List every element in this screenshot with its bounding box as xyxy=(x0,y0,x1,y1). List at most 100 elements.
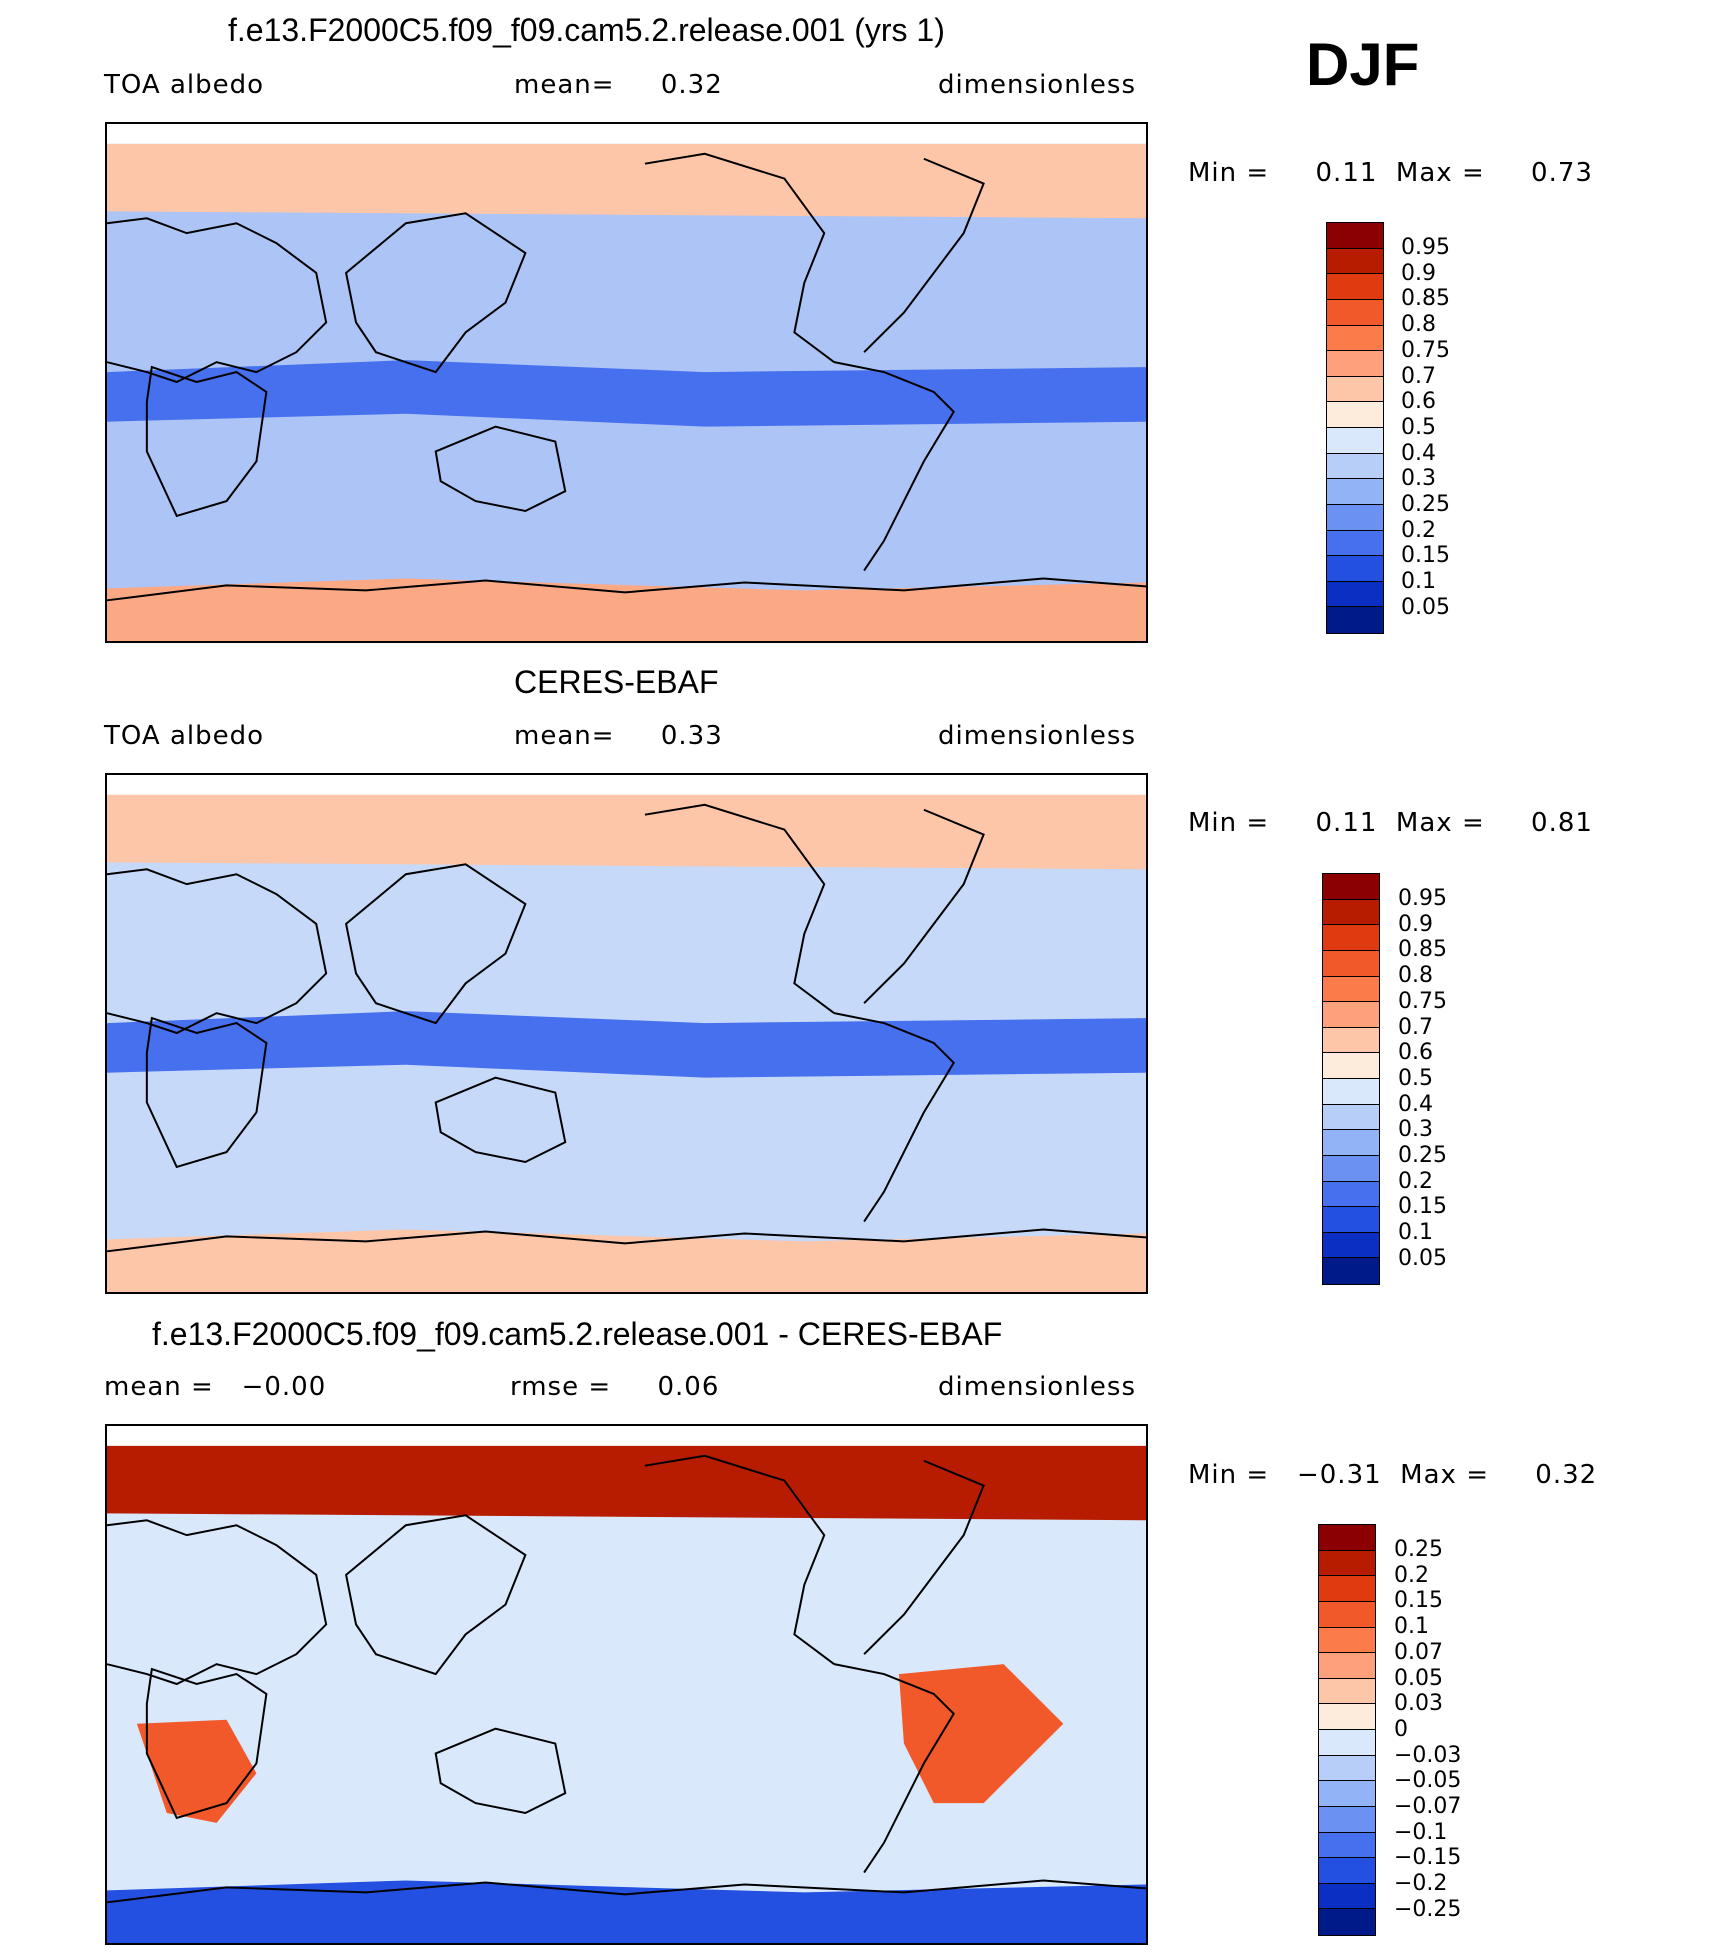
colorbar-swatch xyxy=(1323,1002,1379,1028)
colorbar-tick-label: 0.5 xyxy=(1401,414,1436,440)
colorbar-tick-label: 0.8 xyxy=(1401,312,1436,338)
colorbar-tick-label: 0.85 xyxy=(1401,286,1450,312)
colorbar-swatch xyxy=(1319,1704,1375,1730)
colorbar-swatch xyxy=(1319,1781,1375,1807)
colorbar-tick-label: 0.2 xyxy=(1398,1168,1433,1194)
colorbar-swatch xyxy=(1319,1678,1375,1705)
colorbar-swatch xyxy=(1327,556,1383,582)
colorbar-swatch xyxy=(1327,223,1383,249)
colorbar-swatch xyxy=(1323,1232,1379,1259)
mean-label: mean= 0.32 xyxy=(514,70,723,100)
colorbar-tick-label: 0.25 xyxy=(1394,1537,1443,1562)
colorbar-swatch xyxy=(1323,1258,1379,1284)
colorbar-swatch xyxy=(1319,1730,1375,1756)
colorbar-tick-label: −0.15 xyxy=(1394,1845,1462,1871)
colorbar-swatch xyxy=(1327,248,1383,275)
colorbar-tick-label: 0.4 xyxy=(1398,1091,1433,1117)
colorbar-tick-label: 0.7 xyxy=(1401,363,1436,389)
colorbar-swatch xyxy=(1327,325,1383,352)
colorbar-swatch xyxy=(1319,1550,1375,1577)
coastline xyxy=(434,425,567,513)
polar-mask xyxy=(107,1426,1146,1446)
min-max-label: Min = −0.31 Max = 0.32 xyxy=(1188,1460,1598,1490)
colorbar-swatch xyxy=(1319,1883,1375,1910)
coastline xyxy=(107,217,328,384)
panel-title: CERES-EBAF xyxy=(514,664,719,700)
colorbar-tick-label: −0.05 xyxy=(1394,1768,1462,1794)
colorbar-tick-label: 0.75 xyxy=(1398,988,1447,1014)
min-max-label: Min = 0.11 Max = 0.73 xyxy=(1188,158,1593,188)
coastline xyxy=(145,1016,268,1169)
colorbar-tick-label: 0.25 xyxy=(1401,492,1450,518)
coastline xyxy=(863,157,985,353)
colorbar-swatch xyxy=(1327,453,1383,480)
map-panel xyxy=(105,773,1148,1294)
colorbar-tick-label: 0.05 xyxy=(1401,594,1450,620)
colorbar-tick-label: 0.1 xyxy=(1398,1220,1433,1246)
colorbar-tick-label: −0.25 xyxy=(1394,1896,1462,1922)
colorbar-tick-label: 0.25 xyxy=(1398,1143,1447,1169)
colorbar-swatch xyxy=(1327,479,1383,505)
map-region-tropical-band xyxy=(107,360,1146,427)
coastline xyxy=(107,1879,1146,1904)
colorbar xyxy=(1318,1524,1376,1936)
coastline xyxy=(434,1076,567,1164)
units-label: dimensionless xyxy=(938,1372,1136,1402)
colorbar-tick-label: −0.1 xyxy=(1394,1819,1448,1845)
colorbar-tick-label: 0.9 xyxy=(1398,911,1433,937)
colorbar-swatch xyxy=(1327,428,1383,454)
map-region-antarctic-band xyxy=(107,578,1146,641)
colorbar-swatch xyxy=(1323,976,1379,1003)
colorbar-swatch xyxy=(1323,1155,1379,1182)
colorbar-tick-label: 0.07 xyxy=(1394,1639,1443,1665)
colorbar-swatch xyxy=(1323,874,1379,900)
coastline xyxy=(644,152,835,363)
colorbar-tick-label: 0 xyxy=(1394,1716,1408,1742)
rmse-label: rmse = 0.06 xyxy=(510,1372,720,1402)
coastline xyxy=(834,1012,955,1223)
colorbar-swatch xyxy=(1319,1653,1375,1679)
colorbar-swatch xyxy=(1323,1027,1379,1054)
colorbar-tick-label: 0.1 xyxy=(1401,569,1436,595)
units-label: dimensionless xyxy=(938,70,1136,100)
coastline xyxy=(107,868,328,1035)
coastline xyxy=(145,1667,268,1820)
colorbar-swatch xyxy=(1327,274,1383,300)
colorbar-tick-label: 0.6 xyxy=(1398,1040,1433,1066)
map-svg xyxy=(107,124,1146,641)
colorbar-tick-label: 0.6 xyxy=(1401,389,1436,415)
colorbar xyxy=(1322,873,1380,1285)
coastline xyxy=(344,863,527,1025)
coastline xyxy=(834,1663,955,1874)
mean-label: mean= 0.33 xyxy=(514,721,723,751)
colorbar-swatch xyxy=(1327,351,1383,377)
map-svg xyxy=(107,775,1146,1292)
colorbar-tick-label: −0.2 xyxy=(1394,1871,1448,1897)
coastline xyxy=(145,365,268,518)
map-region-antarctic-band xyxy=(107,1229,1146,1292)
colorbar-tick-label: 0.3 xyxy=(1398,1117,1433,1143)
colorbar-swatch xyxy=(1323,1079,1379,1105)
variable-label: TOA albedo xyxy=(104,70,265,100)
colorbar-swatch xyxy=(1319,1858,1375,1884)
colorbar-swatch xyxy=(1319,1525,1375,1551)
colorbar-swatch xyxy=(1319,1832,1375,1859)
coastline xyxy=(107,577,1146,602)
min-max-label: Min = 0.11 Max = 0.81 xyxy=(1188,808,1593,838)
map-panel xyxy=(105,122,1148,643)
map-svg xyxy=(107,1426,1146,1943)
colorbar-swatch xyxy=(1327,299,1383,326)
colorbar-swatch xyxy=(1319,1601,1375,1628)
coastline xyxy=(344,212,527,374)
colorbar-swatch xyxy=(1323,925,1379,951)
panel-title: f.e13.F2000C5.f09_f09.cam5.2.release.001… xyxy=(228,12,945,48)
colorbar-tick-label: −0.03 xyxy=(1394,1742,1462,1768)
colorbar-tick-label: 0.03 xyxy=(1394,1691,1443,1717)
coastline xyxy=(344,1514,527,1676)
colorbar-tick-label: 0.95 xyxy=(1401,235,1450,260)
coastline xyxy=(107,1519,328,1686)
colorbar-tick-label: 0.75 xyxy=(1401,337,1450,363)
colorbar-swatch xyxy=(1327,581,1383,608)
colorbar-swatch xyxy=(1319,1627,1375,1654)
colorbar-tick-label: 0.85 xyxy=(1398,937,1447,963)
